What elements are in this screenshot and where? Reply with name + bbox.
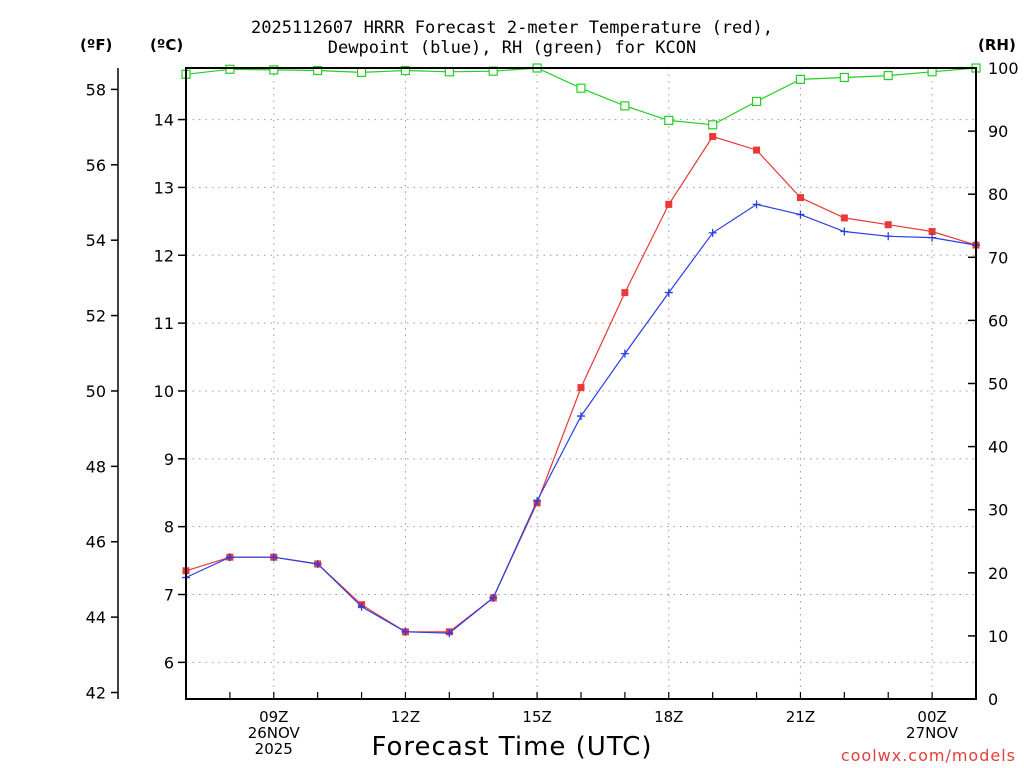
rh-point bbox=[400, 65, 411, 76]
dewpoint-point bbox=[664, 288, 673, 297]
rh-point bbox=[313, 65, 323, 76]
dewpoint-point bbox=[796, 210, 805, 219]
celsius-tick-label: 12 bbox=[154, 246, 174, 265]
dewpoint-point bbox=[269, 553, 278, 562]
celsius-tick-label: 11 bbox=[154, 314, 174, 333]
dewpoint-point bbox=[708, 228, 717, 237]
dewpoint-point bbox=[313, 559, 322, 568]
rh-tick-label: 50 bbox=[988, 375, 1008, 394]
rh-point bbox=[883, 70, 893, 81]
rh-tick-label: 70 bbox=[988, 248, 1008, 267]
chart-title-line-2: Dewpoint (blue), RH (green) for KCON bbox=[327, 38, 697, 58]
celsius-tick-label: 13 bbox=[154, 178, 174, 197]
celsius-tick-label: 7 bbox=[164, 586, 174, 605]
celsius-tick-label: 14 bbox=[154, 111, 174, 130]
dewpoint-point bbox=[928, 233, 937, 242]
dewpoint-point bbox=[225, 553, 234, 562]
x-tick-label: 21Z bbox=[786, 708, 815, 726]
dewpoint-point bbox=[840, 227, 849, 236]
rh-tick-label: 40 bbox=[988, 438, 1008, 457]
temperature-point bbox=[577, 384, 585, 392]
rh-point bbox=[839, 72, 849, 83]
rh-tick-label: 100 bbox=[988, 59, 1019, 78]
x-tick-label: 26NOV bbox=[248, 724, 301, 742]
temperature-point bbox=[709, 133, 717, 141]
rh-point bbox=[576, 83, 586, 93]
rh-point bbox=[620, 101, 630, 111]
rh-point bbox=[664, 115, 674, 125]
rh-tick-label: 60 bbox=[988, 311, 1008, 330]
x-tick-label: 15Z bbox=[522, 708, 551, 726]
plot-frame bbox=[185, 67, 977, 700]
x-tick-label: 12Z bbox=[391, 708, 420, 726]
rh-axis-unit: (RH) bbox=[978, 36, 1016, 54]
rh-tick-label: 30 bbox=[988, 501, 1008, 520]
fahrenheit-tick-label: 54 bbox=[86, 231, 106, 250]
dewpoint-point bbox=[620, 349, 629, 358]
series-line-rh bbox=[185, 67, 977, 126]
dewpoint-point bbox=[752, 200, 761, 209]
rh-tick-label: 20 bbox=[988, 564, 1008, 583]
fahrenheit-tick-label: 48 bbox=[86, 457, 106, 476]
temperature-point bbox=[621, 289, 629, 297]
temperature-point bbox=[840, 214, 848, 222]
rh-point bbox=[708, 120, 718, 130]
celsius-tick-label: 8 bbox=[164, 518, 174, 537]
axes: 6 7 8 9 10 11 12 13 14 42 44 46 48 50 52 54 56 58 0 10 20 30 4… bbox=[86, 59, 1019, 758]
x-axis-label: Forecast Time (UTC) bbox=[371, 732, 653, 762]
temperature-point bbox=[884, 221, 892, 229]
rh-tick-label: 80 bbox=[988, 185, 1008, 204]
rh-point bbox=[795, 74, 806, 84]
rh-point bbox=[751, 96, 762, 107]
dewpoint-point bbox=[401, 627, 410, 636]
rh-tick-label: 10 bbox=[988, 627, 1008, 646]
x-tick-label: 09Z bbox=[259, 708, 288, 726]
rh-tick-label: 90 bbox=[988, 122, 1008, 141]
series-layer bbox=[181, 63, 981, 638]
dewpoint-point bbox=[884, 232, 893, 241]
x-tick-label: 27NOV bbox=[906, 724, 959, 742]
rh-point bbox=[356, 67, 367, 78]
celsius-axis-unit: (ºC) bbox=[150, 36, 184, 54]
fahrenheit-tick-label: 46 bbox=[86, 533, 106, 552]
rh-point bbox=[225, 64, 235, 74]
temperature-point bbox=[796, 194, 804, 202]
credit-link[interactable]: coolwx.com/models bbox=[840, 746, 1016, 765]
fahrenheit-tick-label: 42 bbox=[86, 684, 106, 703]
fahrenheit-axis-unit: (ºF) bbox=[80, 36, 113, 54]
celsius-tick-label: 6 bbox=[164, 653, 174, 672]
fahrenheit-tick-label: 58 bbox=[86, 80, 106, 99]
dewpoint-point bbox=[577, 412, 585, 421]
rh-point bbox=[269, 65, 279, 75]
dewpoint-point bbox=[489, 593, 498, 602]
x-tick-label: 18Z bbox=[654, 708, 683, 726]
chart-title-line-1: 2025112607 HRRR Forecast 2-meter Tempera… bbox=[251, 18, 773, 38]
dewpoint-point bbox=[533, 496, 542, 505]
x-tick-label: 00Z bbox=[917, 708, 946, 726]
temperature-point bbox=[928, 228, 936, 236]
fahrenheit-tick-label: 50 bbox=[86, 382, 106, 401]
fahrenheit-tick-label: 56 bbox=[86, 156, 106, 175]
celsius-tick-label: 9 bbox=[164, 450, 174, 469]
celsius-tick-label: 10 bbox=[154, 382, 174, 401]
fahrenheit-tick-label: 52 bbox=[86, 307, 106, 326]
temperature-point bbox=[665, 200, 673, 208]
fahrenheit-tick-label: 44 bbox=[86, 608, 106, 627]
dewpoint-point bbox=[357, 602, 366, 611]
rh-tick-label: 0 bbox=[988, 690, 998, 709]
grid-lines bbox=[186, 68, 976, 699]
temperature-point bbox=[753, 146, 761, 154]
dewpoint-point bbox=[445, 629, 454, 638]
x-tick-label: 2025 bbox=[255, 740, 293, 758]
